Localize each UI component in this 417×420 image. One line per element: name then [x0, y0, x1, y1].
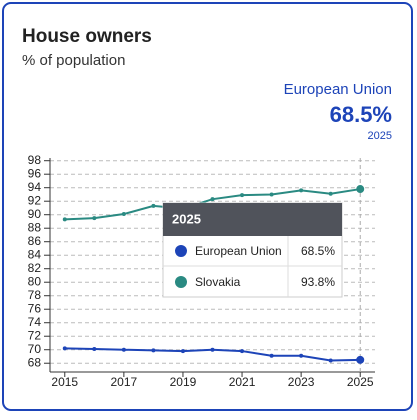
point	[328, 358, 333, 363]
point	[269, 353, 274, 358]
point	[151, 348, 156, 353]
y-tick-label: 86	[28, 234, 42, 248]
y-tick-label: 92	[28, 193, 42, 207]
point	[356, 355, 365, 364]
point	[92, 216, 97, 221]
chart-subtitle: % of population	[22, 52, 125, 69]
tooltip-value: 93.8%	[301, 275, 335, 289]
y-tick-label: 70	[28, 342, 42, 356]
tooltip-title: 2025	[172, 211, 201, 226]
point	[269, 192, 274, 197]
x-tick-label: 2021	[229, 375, 256, 389]
tooltip-value: 68.5%	[301, 244, 335, 258]
y-tick-label: 96	[28, 166, 42, 180]
x-tick-label: 2023	[288, 375, 315, 389]
y-tick-label: 94	[28, 180, 42, 194]
point	[299, 188, 304, 193]
y-tick-label: 78	[28, 288, 42, 302]
y-tick-label: 68	[28, 355, 42, 369]
tooltip-swatch	[175, 245, 187, 257]
point	[210, 197, 215, 202]
point	[121, 347, 126, 352]
highlight-year: 2025	[368, 130, 392, 142]
point	[210, 347, 215, 352]
x-tick-label: 2017	[111, 375, 138, 389]
tooltip-header	[163, 203, 342, 236]
y-tick-label: 88	[28, 220, 42, 234]
y-tick-label: 82	[28, 261, 42, 275]
point	[151, 203, 156, 208]
highlight-value: 68.5%	[330, 102, 392, 127]
point	[328, 191, 333, 196]
point	[62, 217, 67, 222]
chart-title: House owners	[22, 26, 152, 47]
y-tick-label: 84	[28, 247, 42, 261]
y-tick-label: 98	[28, 153, 42, 167]
point	[121, 212, 126, 217]
point	[180, 349, 185, 354]
point	[356, 185, 365, 194]
point	[240, 349, 245, 354]
y-tick-label: 72	[28, 328, 42, 342]
y-tick-label: 74	[28, 315, 42, 329]
x-tick-label: 2019	[170, 375, 197, 389]
point	[62, 346, 67, 351]
point	[240, 193, 245, 198]
point	[92, 347, 97, 352]
y-tick-label: 90	[28, 207, 42, 221]
y-tick-label: 76	[28, 301, 42, 315]
x-tick-label: 2025	[347, 375, 374, 389]
point	[299, 353, 304, 358]
tooltip-label: European Union	[195, 244, 282, 258]
y-tick-label: 80	[28, 274, 42, 288]
tooltip-label: Slovakia	[195, 275, 241, 289]
highlight-name: European Union	[284, 81, 392, 98]
x-tick-label: 2015	[51, 375, 78, 389]
tooltip: 2025 European Union Slovakia 68.5% 93.8%	[162, 202, 343, 298]
tooltip-swatch	[175, 276, 187, 288]
